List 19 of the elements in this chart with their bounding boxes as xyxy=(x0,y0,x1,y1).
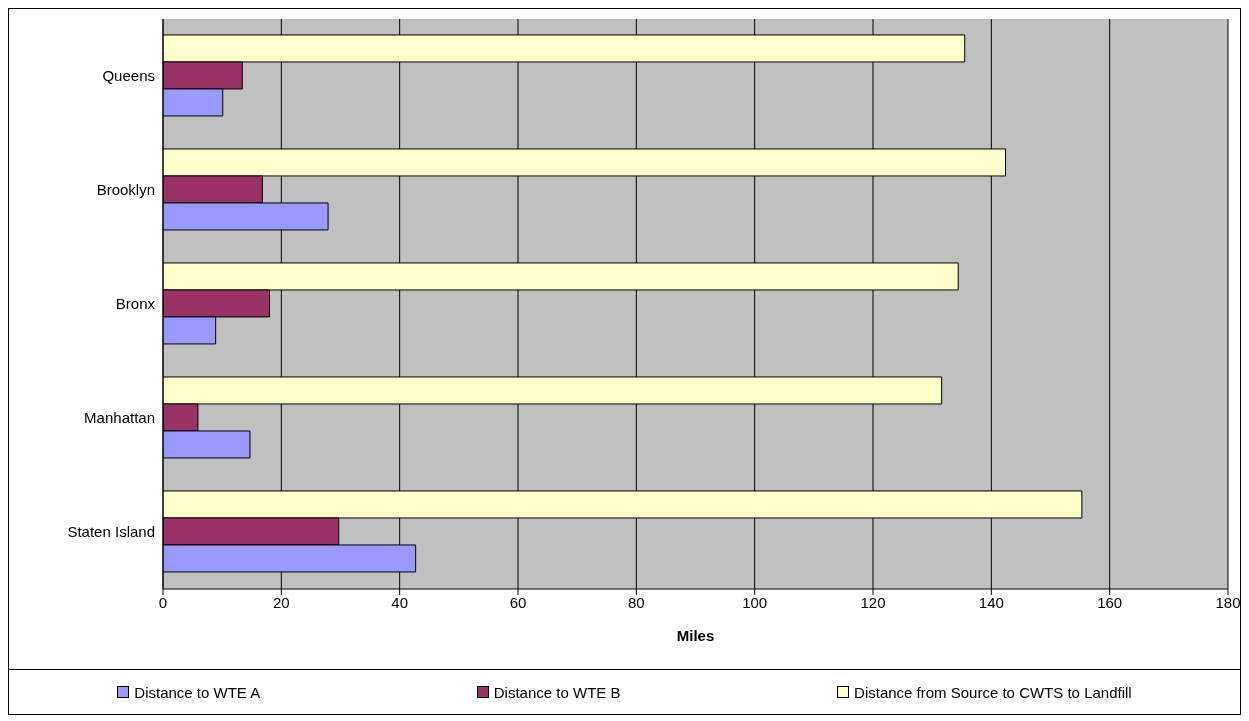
legend-label: Distance from Source to CWTS to Landfill xyxy=(854,683,1132,701)
x-tick-label: 60 xyxy=(509,593,527,611)
x-tick-label: 20 xyxy=(272,593,290,611)
x-tick-label: 160 xyxy=(1097,593,1123,611)
y-tick-label: Queens xyxy=(102,67,155,85)
x-tick-label: 0 xyxy=(158,593,168,611)
x-tick-label: 100 xyxy=(742,593,768,611)
y-tick-label: Staten Island xyxy=(67,523,155,541)
x-tick-label: 180 xyxy=(1215,593,1241,611)
x-tick-label: 40 xyxy=(391,593,409,611)
y-tick-label: Bronx xyxy=(115,295,156,313)
legend-label: Distance to WTE B xyxy=(493,683,621,701)
x-tick-label: 80 xyxy=(627,593,645,611)
legend-label: Distance to WTE A xyxy=(134,683,261,701)
x-tick-label: 120 xyxy=(860,593,886,611)
x-axis-title: Miles xyxy=(676,627,715,644)
x-tick-label: 140 xyxy=(978,593,1004,611)
y-tick-label: Brooklyn xyxy=(96,181,155,199)
y-tick-label: Manhattan xyxy=(84,409,155,427)
